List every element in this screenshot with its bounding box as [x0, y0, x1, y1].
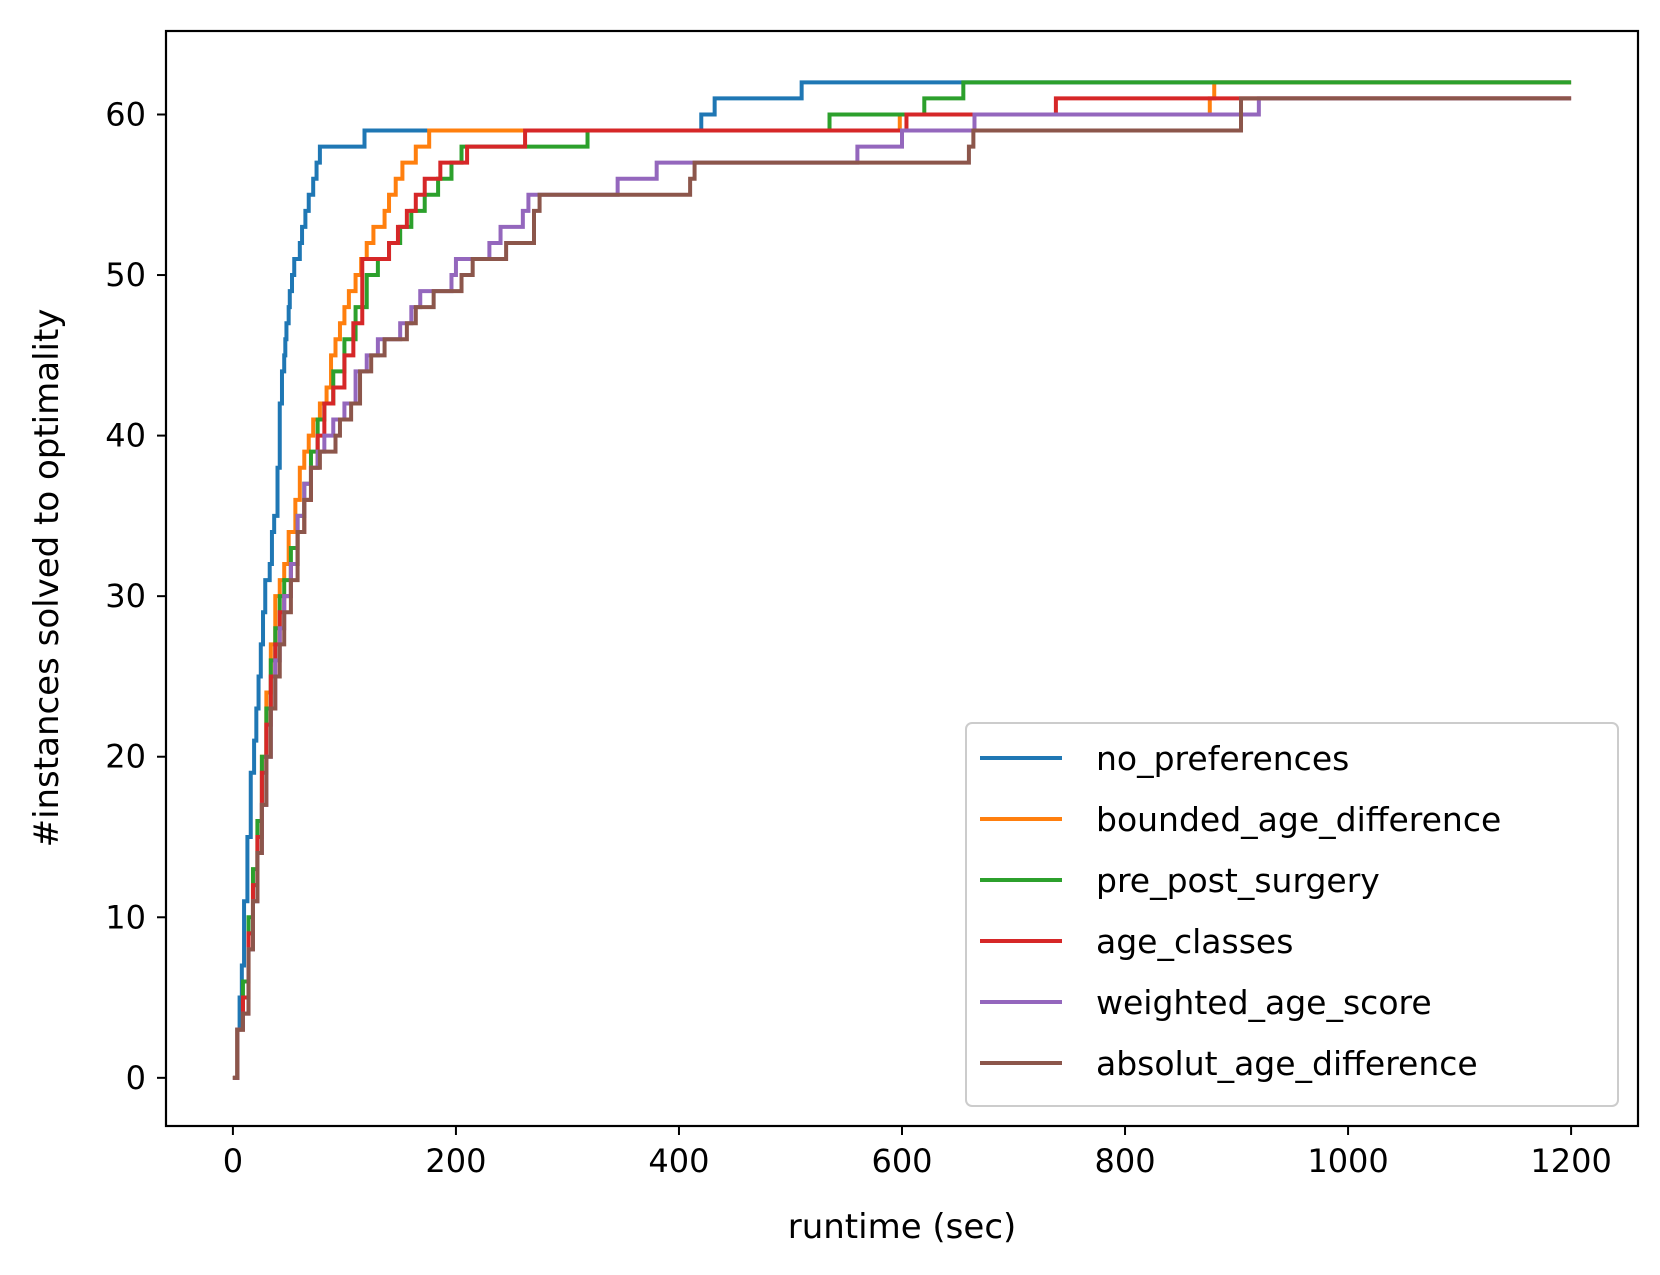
x-tick-label: 1200	[1530, 1142, 1611, 1180]
x-tick-label: 1000	[1307, 1142, 1388, 1180]
x-tick-label: 400	[648, 1142, 709, 1180]
legend: no_preferences bounded_age_difference pre_…	[965, 722, 1619, 1107]
y-tick-label: 60	[105, 95, 146, 133]
legend-label: pre_post_surgery	[1096, 861, 1380, 900]
y-tick-label: 0	[126, 1059, 146, 1097]
legend-label: no_preferences	[1096, 739, 1349, 778]
y-axis-label: #instances solved to optimality	[27, 309, 67, 848]
y-tick-label: 20	[105, 738, 146, 776]
legend-label: bounded_age_difference	[1096, 800, 1501, 839]
y-tick-label: 40	[105, 417, 146, 455]
x-tick-label: 600	[871, 1142, 932, 1180]
y-tick-label: 30	[105, 577, 146, 615]
legend-box	[965, 722, 1619, 1107]
y-axis: 0 10 20 30 40 50 60	[105, 95, 166, 1097]
legend-label: age_classes	[1096, 922, 1293, 961]
y-tick-label: 10	[105, 898, 146, 936]
y-tick-label: 50	[105, 256, 146, 294]
x-axis: 0 200 400 600 800 1000 1200	[223, 1126, 1612, 1180]
legend-label: weighted_age_score	[1096, 983, 1432, 1022]
x-tick-label: 800	[1094, 1142, 1155, 1180]
x-tick-label: 200	[425, 1142, 486, 1180]
x-tick-label: 0	[223, 1142, 243, 1180]
series-line-age-classes	[232, 96, 1572, 1080]
series-line-absolut-age-difference	[232, 96, 1572, 1080]
series-line-no-preferences	[232, 80, 1572, 1080]
legend-label: absolut_age_difference	[1096, 1044, 1478, 1083]
series-layer	[232, 80, 1572, 1080]
x-axis-label: runtime (sec)	[788, 1207, 1017, 1247]
